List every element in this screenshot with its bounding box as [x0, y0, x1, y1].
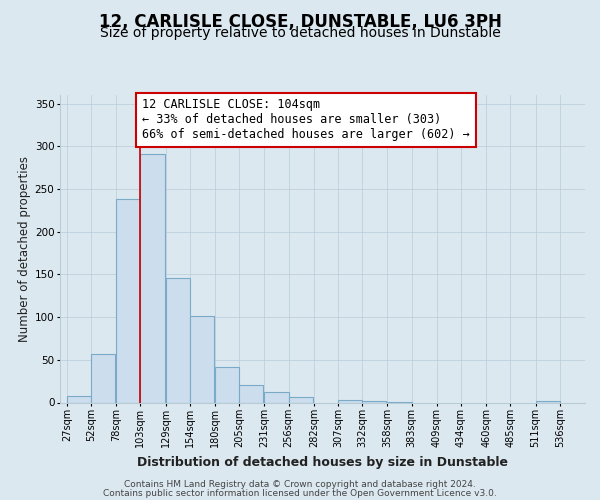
Text: 12, CARLISLE CLOSE, DUNSTABLE, LU6 3PH: 12, CARLISLE CLOSE, DUNSTABLE, LU6 3PH: [98, 12, 502, 30]
X-axis label: Distribution of detached houses by size in Dunstable: Distribution of detached houses by size …: [137, 456, 508, 469]
Y-axis label: Number of detached properties: Number of detached properties: [17, 156, 31, 342]
Bar: [265, 392, 289, 402]
Bar: [239, 384, 263, 402]
Bar: [140, 154, 164, 402]
Bar: [536, 401, 560, 402]
Bar: [91, 354, 115, 403]
Bar: [338, 400, 362, 402]
Bar: [289, 398, 313, 402]
Text: Contains public sector information licensed under the Open Government Licence v3: Contains public sector information licen…: [103, 489, 497, 498]
Bar: [166, 278, 190, 402]
Bar: [215, 366, 239, 402]
Text: Contains HM Land Registry data © Crown copyright and database right 2024.: Contains HM Land Registry data © Crown c…: [124, 480, 476, 489]
Text: 12 CARLISLE CLOSE: 104sqm
← 33% of detached houses are smaller (303)
66% of semi: 12 CARLISLE CLOSE: 104sqm ← 33% of detac…: [142, 98, 470, 142]
Text: Size of property relative to detached houses in Dunstable: Size of property relative to detached ho…: [100, 26, 500, 40]
Bar: [116, 199, 140, 402]
Bar: [362, 401, 386, 402]
Bar: [190, 316, 214, 402]
Bar: [67, 396, 91, 402]
